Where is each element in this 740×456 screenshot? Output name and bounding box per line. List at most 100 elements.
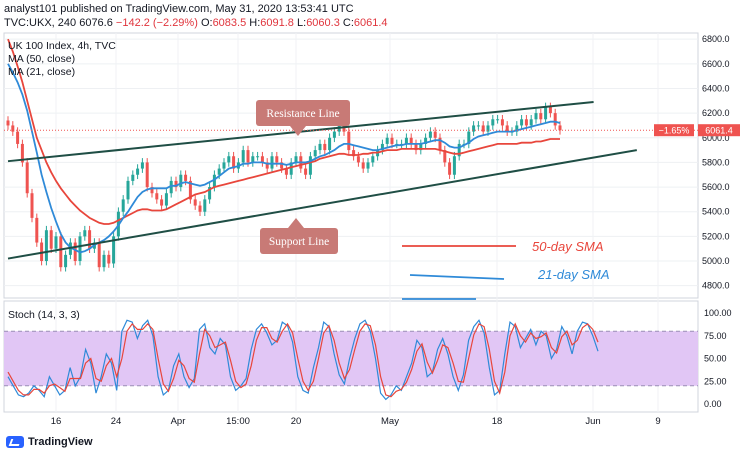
close-label: C: <box>342 17 354 29</box>
tradingview-icon <box>6 436 24 448</box>
candle-body <box>6 120 10 126</box>
price-tick-label: 5800.0 <box>702 157 730 167</box>
candle-body <box>467 131 471 144</box>
price-tick-label: 6200.0 <box>702 108 730 118</box>
last-price-tag <box>698 124 740 137</box>
sma50-key-label: 50-day SMA <box>532 239 604 254</box>
candle-body <box>140 162 144 169</box>
sma21-key-line <box>409 274 505 280</box>
candle-body <box>385 137 389 144</box>
candle-body <box>25 162 29 194</box>
support-callout-box <box>260 228 338 254</box>
candle-body <box>428 131 432 138</box>
candle-body <box>280 162 284 169</box>
candle-body <box>184 174 188 181</box>
candle-body <box>97 242 101 268</box>
candle-body <box>332 131 336 138</box>
candle-body <box>313 150 317 157</box>
candle-body <box>107 254 111 264</box>
change-tag <box>654 124 694 137</box>
candle-body <box>265 162 269 169</box>
x-tick-label: Jun <box>585 416 600 427</box>
candle-body <box>241 150 245 163</box>
candle-body <box>366 162 370 169</box>
candle-body <box>289 162 293 175</box>
candle-body <box>361 162 365 169</box>
candle-body <box>515 125 519 132</box>
candle-body <box>529 119 533 126</box>
candle-body <box>193 199 197 206</box>
candle-body <box>78 236 82 262</box>
price-tick-label: 4800.0 <box>702 281 730 291</box>
x-tick-label: 18 <box>492 416 503 427</box>
candle-body <box>222 162 226 169</box>
candle-body <box>30 193 34 218</box>
candle-body <box>491 119 495 126</box>
support-callout-pointer <box>288 218 304 228</box>
candle-body <box>328 137 332 151</box>
x-tick-label: May <box>381 416 399 427</box>
change-value: −142.2 (−2.29%) <box>115 17 198 29</box>
candle-body <box>409 137 413 144</box>
resistance-callout: Resistance Line <box>256 100 350 136</box>
candle-body <box>169 180 173 194</box>
stoch-tick-label: 50.00 <box>704 354 727 364</box>
candle-body <box>227 156 231 163</box>
legend-ma50: MA (50, close) <box>8 53 76 65</box>
price-tick-label: 5000.0 <box>702 256 730 266</box>
tradingview-logo[interactable]: TradingView <box>6 436 93 448</box>
price-tick-label: 6800.0 <box>702 34 730 44</box>
candle-body <box>486 125 490 132</box>
support-callout: Support Line <box>260 218 338 254</box>
candle-body <box>457 143 461 157</box>
candle-body <box>452 156 456 175</box>
stoch-tick-label: 75.00 <box>704 331 727 341</box>
candle-body <box>217 168 221 175</box>
stoch-label: Stoch (14, 3, 3) <box>8 309 80 321</box>
candle-body <box>160 199 164 206</box>
candle-body <box>270 156 274 169</box>
support-trendline <box>7 149 637 260</box>
resistance-callout-box <box>256 100 350 126</box>
change-tag-label: −1.65% <box>659 126 690 136</box>
candle-body <box>318 143 322 151</box>
candle-body <box>44 230 48 262</box>
candle-body <box>308 156 312 175</box>
candle-body <box>251 156 255 163</box>
candle-body <box>35 217 39 243</box>
candle-body <box>59 236 63 268</box>
candle-body <box>208 187 212 200</box>
candle-body <box>505 125 509 132</box>
candle-body <box>500 119 504 126</box>
resistance-callout-pointer <box>290 126 306 136</box>
candle-body <box>443 150 447 163</box>
candle-body <box>414 143 418 151</box>
open-value: 6083.5 <box>212 17 247 29</box>
price-tick-label: 6000.0 <box>702 133 730 143</box>
price-tick-label: 6400.0 <box>702 83 730 93</box>
candle-body <box>256 156 260 158</box>
stoch-k-line <box>7 319 599 401</box>
candle-body <box>73 242 77 262</box>
candle-body <box>496 119 500 121</box>
candle-body <box>380 143 384 151</box>
candle-body <box>438 137 442 151</box>
candle-body <box>553 113 557 126</box>
candle-body <box>404 137 408 144</box>
candle-body <box>198 205 202 212</box>
candle-body <box>476 125 480 127</box>
candle-body <box>131 174 135 181</box>
low-value: 6060.3 <box>306 17 340 29</box>
candle-body <box>419 143 423 151</box>
stoch-tick-label: 25.00 <box>704 376 727 386</box>
candle-body <box>11 125 15 132</box>
candle-body <box>275 156 279 163</box>
candle-body <box>203 199 207 212</box>
candle-body <box>145 162 149 188</box>
candle-body <box>304 168 308 175</box>
candle-body <box>347 131 351 151</box>
brand-name: TradingView <box>28 436 93 448</box>
candle-body <box>558 125 562 131</box>
candle-body <box>54 236 58 249</box>
